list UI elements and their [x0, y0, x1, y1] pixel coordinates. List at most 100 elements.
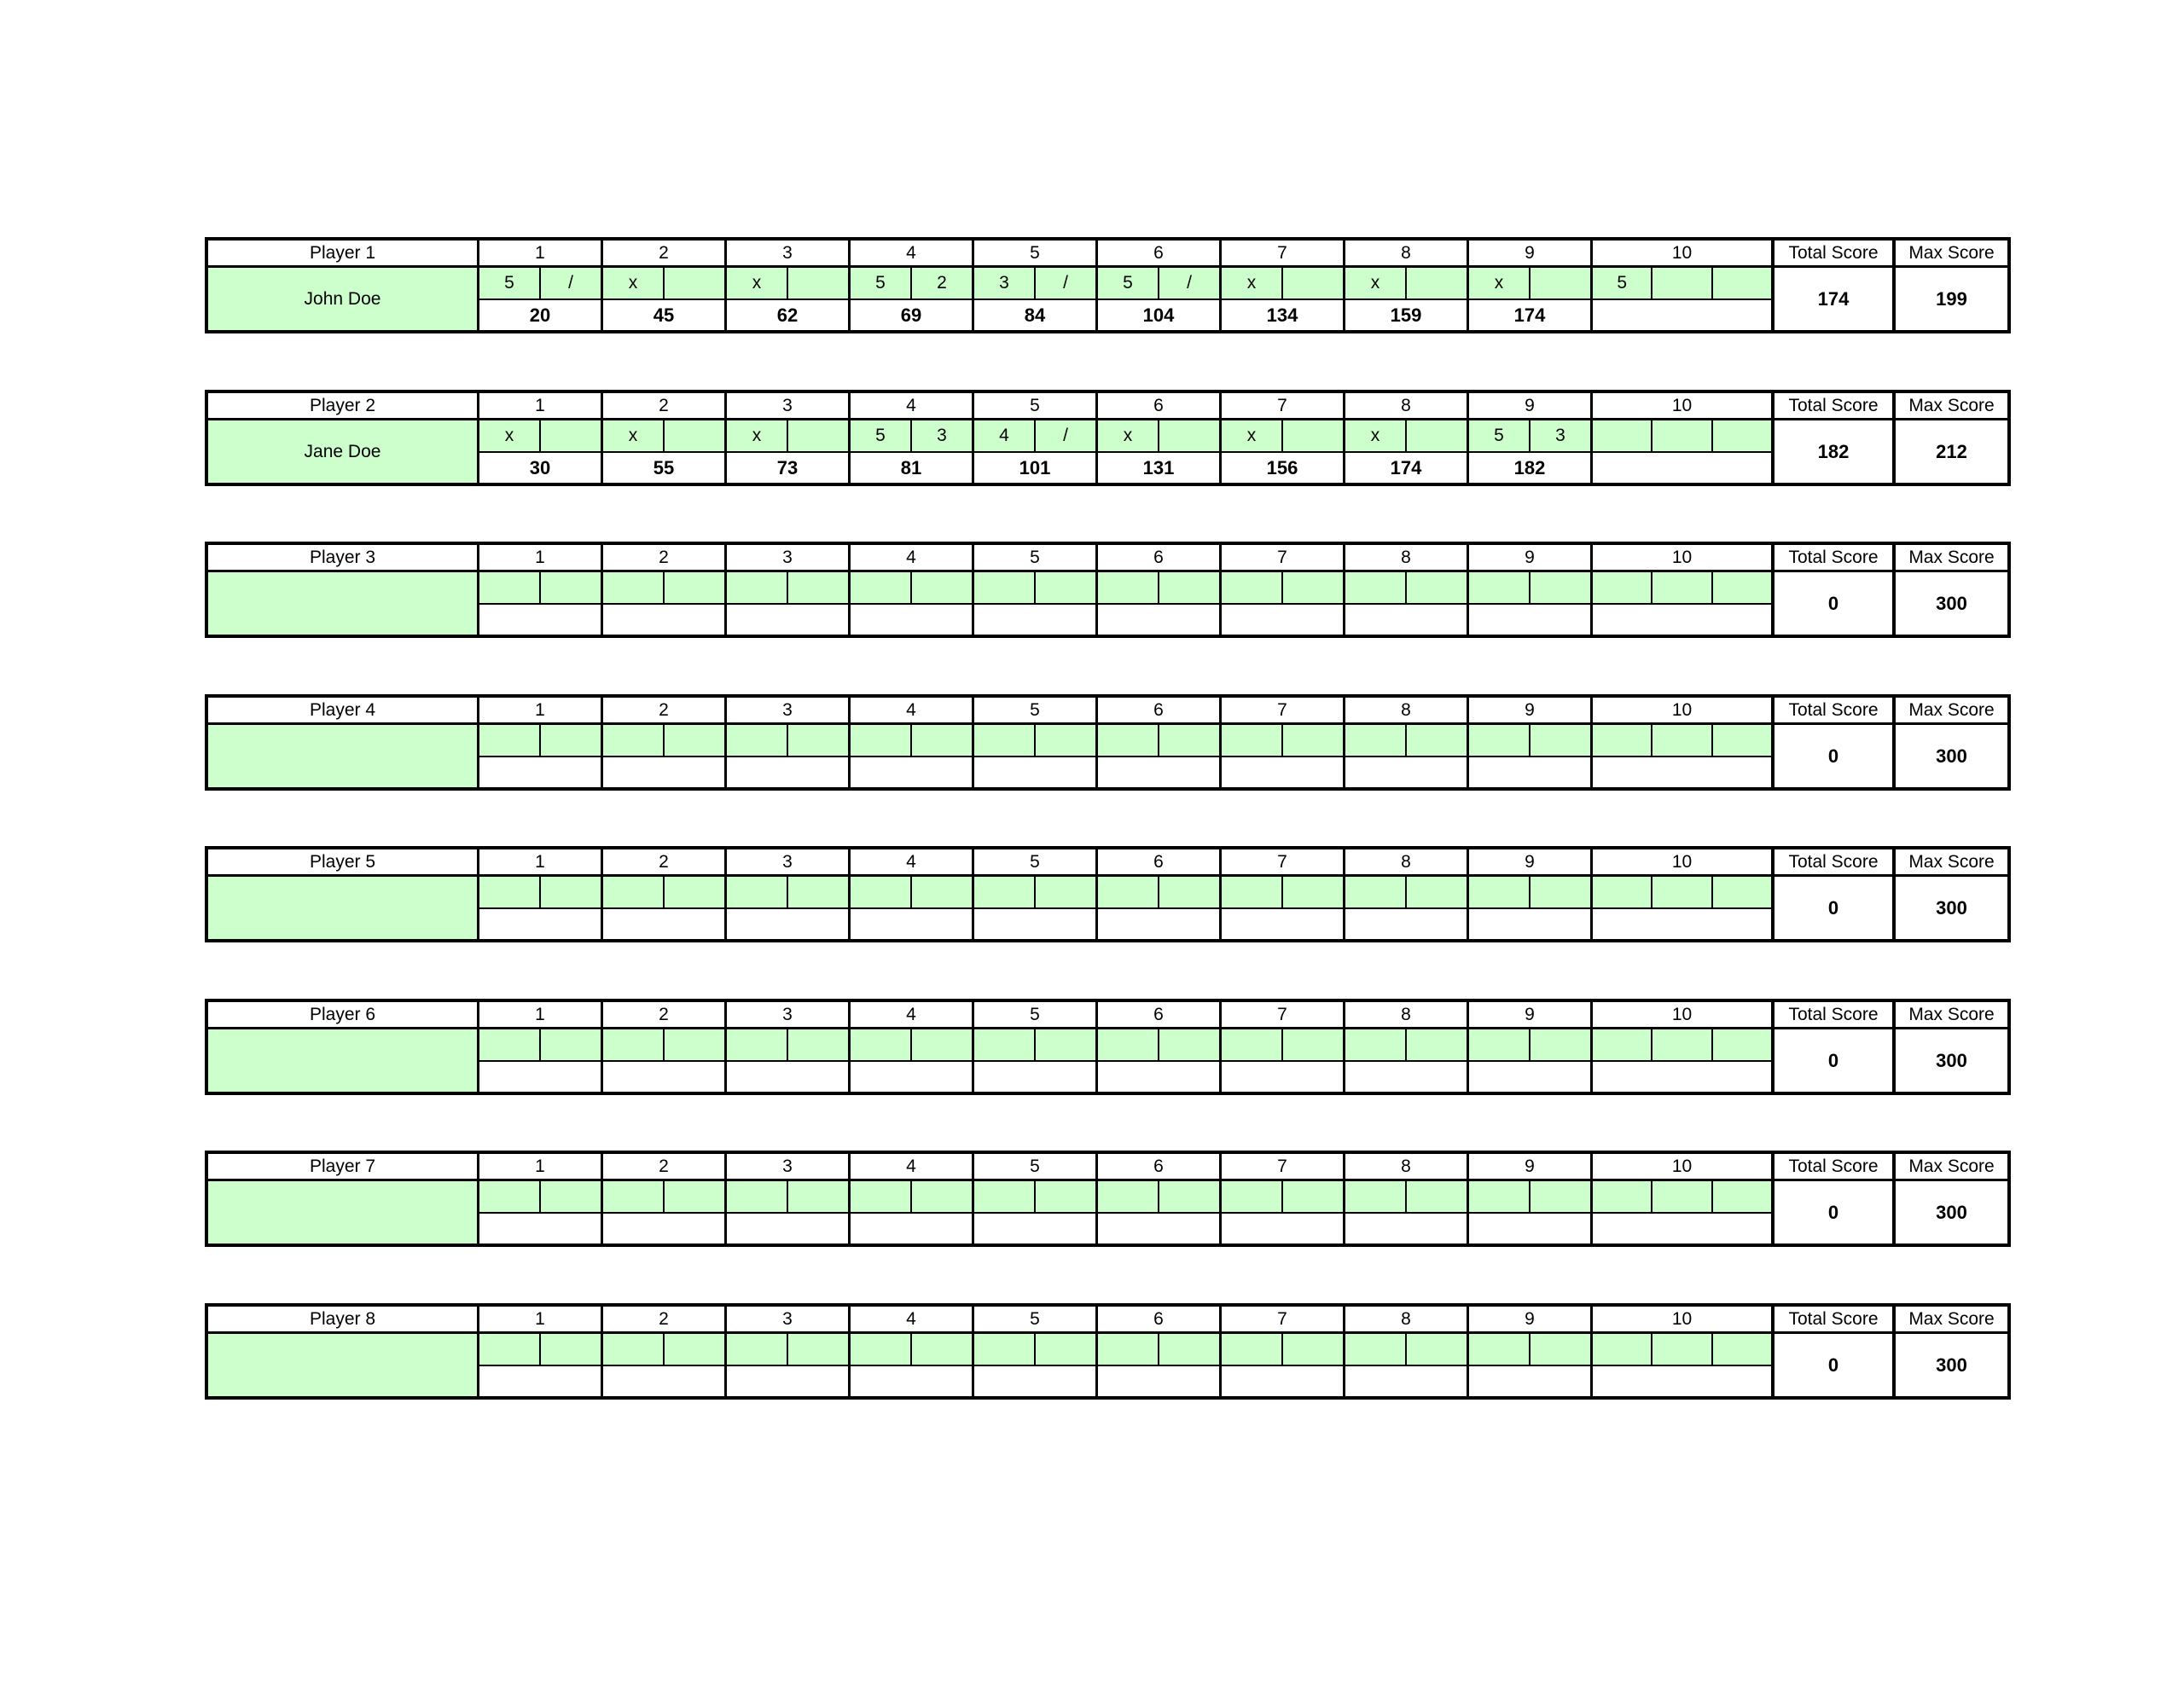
throw-cell-f8-b1[interactable]	[1345, 1029, 1405, 1060]
throw-cell-f10-b2[interactable]	[1651, 1334, 1711, 1365]
throw-cell-f3-b1[interactable]	[727, 1181, 787, 1212]
throw-cell-f5-b1[interactable]: 4	[974, 420, 1034, 451]
throw-cell-f4-b1[interactable]	[851, 725, 910, 756]
throw-cell-f8-b1[interactable]	[1345, 572, 1405, 603]
throw-cell-f3-b1[interactable]	[727, 725, 787, 756]
throw-cell-f2-b1[interactable]	[603, 877, 663, 907]
throw-cell-f7-b1[interactable]	[1222, 1029, 1281, 1060]
throw-cell-f10-b3[interactable]	[1711, 572, 1771, 603]
throw-cell-f5-b2[interactable]	[1034, 725, 1095, 756]
throw-cell-f8-b2[interactable]	[1405, 572, 1467, 603]
throw-cell-f7-b1[interactable]	[1222, 572, 1281, 603]
throw-cell-f6-b2[interactable]	[1158, 572, 1219, 603]
throw-cell-f9-b2[interactable]	[1529, 1334, 1590, 1365]
throw-cell-f6-b1[interactable]: x	[1098, 420, 1158, 451]
throw-cell-f9-b1[interactable]: x	[1469, 268, 1529, 299]
throw-cell-f3-b1[interactable]: x	[727, 420, 787, 451]
throw-cell-f9-b2[interactable]	[1529, 1181, 1590, 1212]
throw-cell-f10-b1[interactable]	[1593, 725, 1652, 756]
player-name-cell[interactable]	[208, 1029, 477, 1092]
throw-cell-f10-b1[interactable]	[1593, 420, 1652, 451]
throw-cell-f1-b1[interactable]	[479, 572, 539, 603]
throw-cell-f9-b1[interactable]	[1469, 725, 1529, 756]
throw-cell-f10-b1[interactable]	[1593, 1334, 1652, 1365]
throw-cell-f1-b1[interactable]	[479, 877, 539, 907]
throw-cell-f10-b3[interactable]	[1711, 268, 1771, 299]
throw-cell-f5-b2[interactable]: /	[1034, 268, 1095, 299]
throw-cell-f5-b2[interactable]	[1034, 877, 1095, 907]
throw-cell-f2-b2[interactable]	[663, 725, 724, 756]
throw-cell-f3-b1[interactable]	[727, 877, 787, 907]
player-name-cell[interactable]	[208, 725, 477, 787]
throw-cell-f2-b2[interactable]	[663, 268, 724, 299]
throw-cell-f8-b1[interactable]	[1345, 1334, 1405, 1365]
throw-cell-f3-b2[interactable]	[787, 420, 848, 451]
throw-cell-f2-b2[interactable]	[663, 877, 724, 907]
throw-cell-f3-b1[interactable]	[727, 1334, 787, 1365]
throw-cell-f3-b1[interactable]: x	[727, 268, 787, 299]
player-name-cell[interactable]	[208, 572, 477, 635]
throw-cell-f7-b2[interactable]	[1281, 268, 1343, 299]
throw-cell-f2-b1[interactable]	[603, 572, 663, 603]
throw-cell-f4-b1[interactable]	[851, 1334, 910, 1365]
throw-cell-f4-b2[interactable]: 2	[910, 268, 972, 299]
throw-cell-f1-b2[interactable]	[539, 572, 601, 603]
throw-cell-f4-b1[interactable]	[851, 1029, 910, 1060]
throw-cell-f6-b2[interactable]	[1158, 420, 1219, 451]
throw-cell-f1-b2[interactable]	[539, 877, 601, 907]
throw-cell-f2-b1[interactable]	[603, 1181, 663, 1212]
throw-cell-f7-b2[interactable]	[1281, 1029, 1343, 1060]
throw-cell-f9-b1[interactable]	[1469, 572, 1529, 603]
throw-cell-f5-b2[interactable]	[1034, 572, 1095, 603]
throw-cell-f4-b1[interactable]	[851, 1181, 910, 1212]
throw-cell-f7-b2[interactable]	[1281, 1181, 1343, 1212]
throw-cell-f9-b1[interactable]	[1469, 1181, 1529, 1212]
throw-cell-f7-b2[interactable]	[1281, 1334, 1343, 1365]
throw-cell-f1-b1[interactable]	[479, 1181, 539, 1212]
throw-cell-f4-b2[interactable]	[910, 572, 972, 603]
throw-cell-f4-b2[interactable]	[910, 725, 972, 756]
throw-cell-f8-b2[interactable]	[1405, 1181, 1467, 1212]
throw-cell-f10-b2[interactable]	[1651, 1029, 1711, 1060]
throw-cell-f10-b1[interactable]	[1593, 1029, 1652, 1060]
throw-cell-f6-b1[interactable]: 5	[1098, 268, 1158, 299]
throw-cell-f10-b3[interactable]	[1711, 1029, 1771, 1060]
throw-cell-f9-b1[interactable]	[1469, 1029, 1529, 1060]
throw-cell-f8-b2[interactable]	[1405, 725, 1467, 756]
throw-cell-f4-b2[interactable]	[910, 877, 972, 907]
throw-cell-f3-b2[interactable]	[787, 1334, 848, 1365]
throw-cell-f6-b1[interactable]	[1098, 1334, 1158, 1365]
throw-cell-f1-b1[interactable]	[479, 1334, 539, 1365]
throw-cell-f1-b2[interactable]	[539, 1334, 601, 1365]
throw-cell-f8-b2[interactable]	[1405, 1029, 1467, 1060]
throw-cell-f1-b1[interactable]: 5	[479, 268, 539, 299]
throw-cell-f9-b2[interactable]: 3	[1529, 420, 1590, 451]
throw-cell-f2-b1[interactable]: x	[603, 420, 663, 451]
throw-cell-f8-b2[interactable]	[1405, 420, 1467, 451]
throw-cell-f6-b1[interactable]	[1098, 572, 1158, 603]
throw-cell-f2-b2[interactable]	[663, 1029, 724, 1060]
throw-cell-f8-b1[interactable]	[1345, 1181, 1405, 1212]
throw-cell-f5-b2[interactable]	[1034, 1181, 1095, 1212]
throw-cell-f1-b2[interactable]	[539, 420, 601, 451]
throw-cell-f8-b2[interactable]	[1405, 1334, 1467, 1365]
throw-cell-f10-b1[interactable]	[1593, 572, 1652, 603]
throw-cell-f3-b2[interactable]	[787, 725, 848, 756]
throw-cell-f8-b1[interactable]: x	[1345, 420, 1405, 451]
throw-cell-f6-b1[interactable]	[1098, 1181, 1158, 1212]
throw-cell-f10-b2[interactable]	[1651, 268, 1711, 299]
throw-cell-f8-b1[interactable]	[1345, 725, 1405, 756]
throw-cell-f6-b1[interactable]	[1098, 877, 1158, 907]
throw-cell-f2-b2[interactable]	[663, 420, 724, 451]
throw-cell-f10-b2[interactable]	[1651, 1181, 1711, 1212]
throw-cell-f5-b1[interactable]	[974, 877, 1034, 907]
throw-cell-f9-b1[interactable]	[1469, 877, 1529, 907]
throw-cell-f10-b2[interactable]	[1651, 877, 1711, 907]
throw-cell-f5-b1[interactable]	[974, 1029, 1034, 1060]
throw-cell-f4-b1[interactable]: 5	[851, 420, 910, 451]
throw-cell-f7-b2[interactable]	[1281, 420, 1343, 451]
throw-cell-f9-b2[interactable]	[1529, 268, 1590, 299]
throw-cell-f6-b2[interactable]	[1158, 1181, 1219, 1212]
throw-cell-f10-b1[interactable]	[1593, 1181, 1652, 1212]
throw-cell-f9-b1[interactable]: 5	[1469, 420, 1529, 451]
